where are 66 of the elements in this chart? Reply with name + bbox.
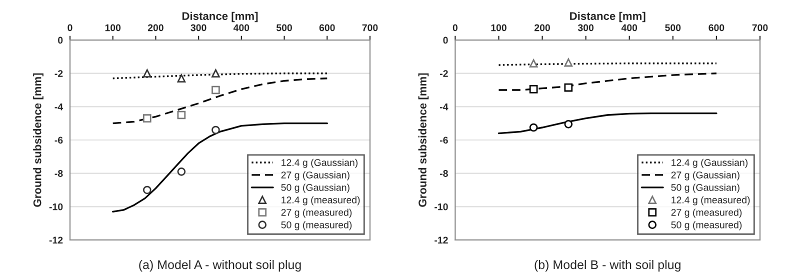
x-tick-label: 700 xyxy=(362,24,378,32)
line-series xyxy=(498,112,718,134)
legend-label: 27 g (Gaussian) xyxy=(671,171,740,180)
x-tick-label: 500 xyxy=(276,24,292,32)
point xyxy=(529,123,538,132)
x-tick-label: 100 xyxy=(491,24,506,32)
point xyxy=(177,110,186,120)
y-tick-label: -2 xyxy=(54,70,63,77)
y-tick-label: 0 xyxy=(443,36,448,44)
legend-label: 12.4 g (measured) xyxy=(672,196,750,206)
y-tick-label: -8 xyxy=(440,170,448,177)
legend-label: 27 g (measured) xyxy=(281,208,352,218)
x-axis-title: Distance [mm] xyxy=(182,12,258,22)
point xyxy=(212,86,220,94)
x-tick-label: 600 xyxy=(708,24,724,32)
point xyxy=(529,59,538,68)
x-tick-label: 700 xyxy=(752,24,768,32)
x-tick-label: 200 xyxy=(534,24,550,32)
y-tick-label: -6 xyxy=(54,136,63,144)
x-tick-label: 0 xyxy=(68,24,72,32)
text: (b) Model B - with soil plug xyxy=(534,260,680,272)
point xyxy=(177,74,186,83)
point xyxy=(212,69,220,78)
point xyxy=(564,120,573,128)
x-tick-label: 400 xyxy=(233,24,250,32)
legend-label: 12.4 g (Gaussian) xyxy=(672,158,748,168)
legend-label: 27 g (Gaussian) xyxy=(281,171,350,180)
x-axis-title: Distance [mm] xyxy=(570,12,646,22)
legend-label: 50 g (measured) xyxy=(671,221,742,230)
x-tick-label: 500 xyxy=(665,24,681,32)
y-tick-label: -4 xyxy=(54,104,64,110)
y-tick-label: 0 xyxy=(58,36,63,44)
legend-label: 27 g (measured) xyxy=(671,208,742,218)
x-tick-label: 100 xyxy=(105,24,121,32)
x-tick-label: 0 xyxy=(452,24,458,32)
point xyxy=(142,186,152,194)
line-series xyxy=(498,72,718,91)
x-tick-label: 200 xyxy=(148,24,164,32)
legend-label: 50 g (measured) xyxy=(281,221,352,230)
x-tick-label: 400 xyxy=(621,24,638,32)
point xyxy=(212,126,220,134)
x-tick-label: 600 xyxy=(319,24,335,32)
line-series xyxy=(112,78,328,124)
y-axis-title: Ground subsidence [mm] xyxy=(33,73,44,207)
x-tick-label: 300 xyxy=(190,24,206,32)
y-tick-label: -8 xyxy=(54,170,63,177)
y-tick-label: -2 xyxy=(440,70,448,77)
point xyxy=(177,167,186,176)
x-tick-label: 300 xyxy=(578,24,594,32)
legend-label: 50 g (Gaussian) xyxy=(671,184,740,193)
y-axis-title: Ground subsidence [mm] xyxy=(418,73,429,207)
point xyxy=(142,114,152,123)
legend-label: 12.4 g (Gaussian) xyxy=(282,158,358,168)
point xyxy=(564,83,573,92)
y-tick-label: -10 xyxy=(49,203,63,210)
legend-label: 12.4 g (measured) xyxy=(282,196,360,206)
y-tick-label: -4 xyxy=(440,104,448,110)
y-tick-label: -12 xyxy=(434,236,448,244)
legend-label: 50 g (Gaussian) xyxy=(281,184,350,193)
y-tick-label: -6 xyxy=(440,136,448,144)
point xyxy=(529,85,538,94)
y-tick-label: -10 xyxy=(434,203,448,210)
point xyxy=(564,58,573,67)
text: (a) Model A - without soil plug xyxy=(139,260,301,272)
point xyxy=(142,69,152,78)
y-tick-label: -12 xyxy=(49,236,63,244)
